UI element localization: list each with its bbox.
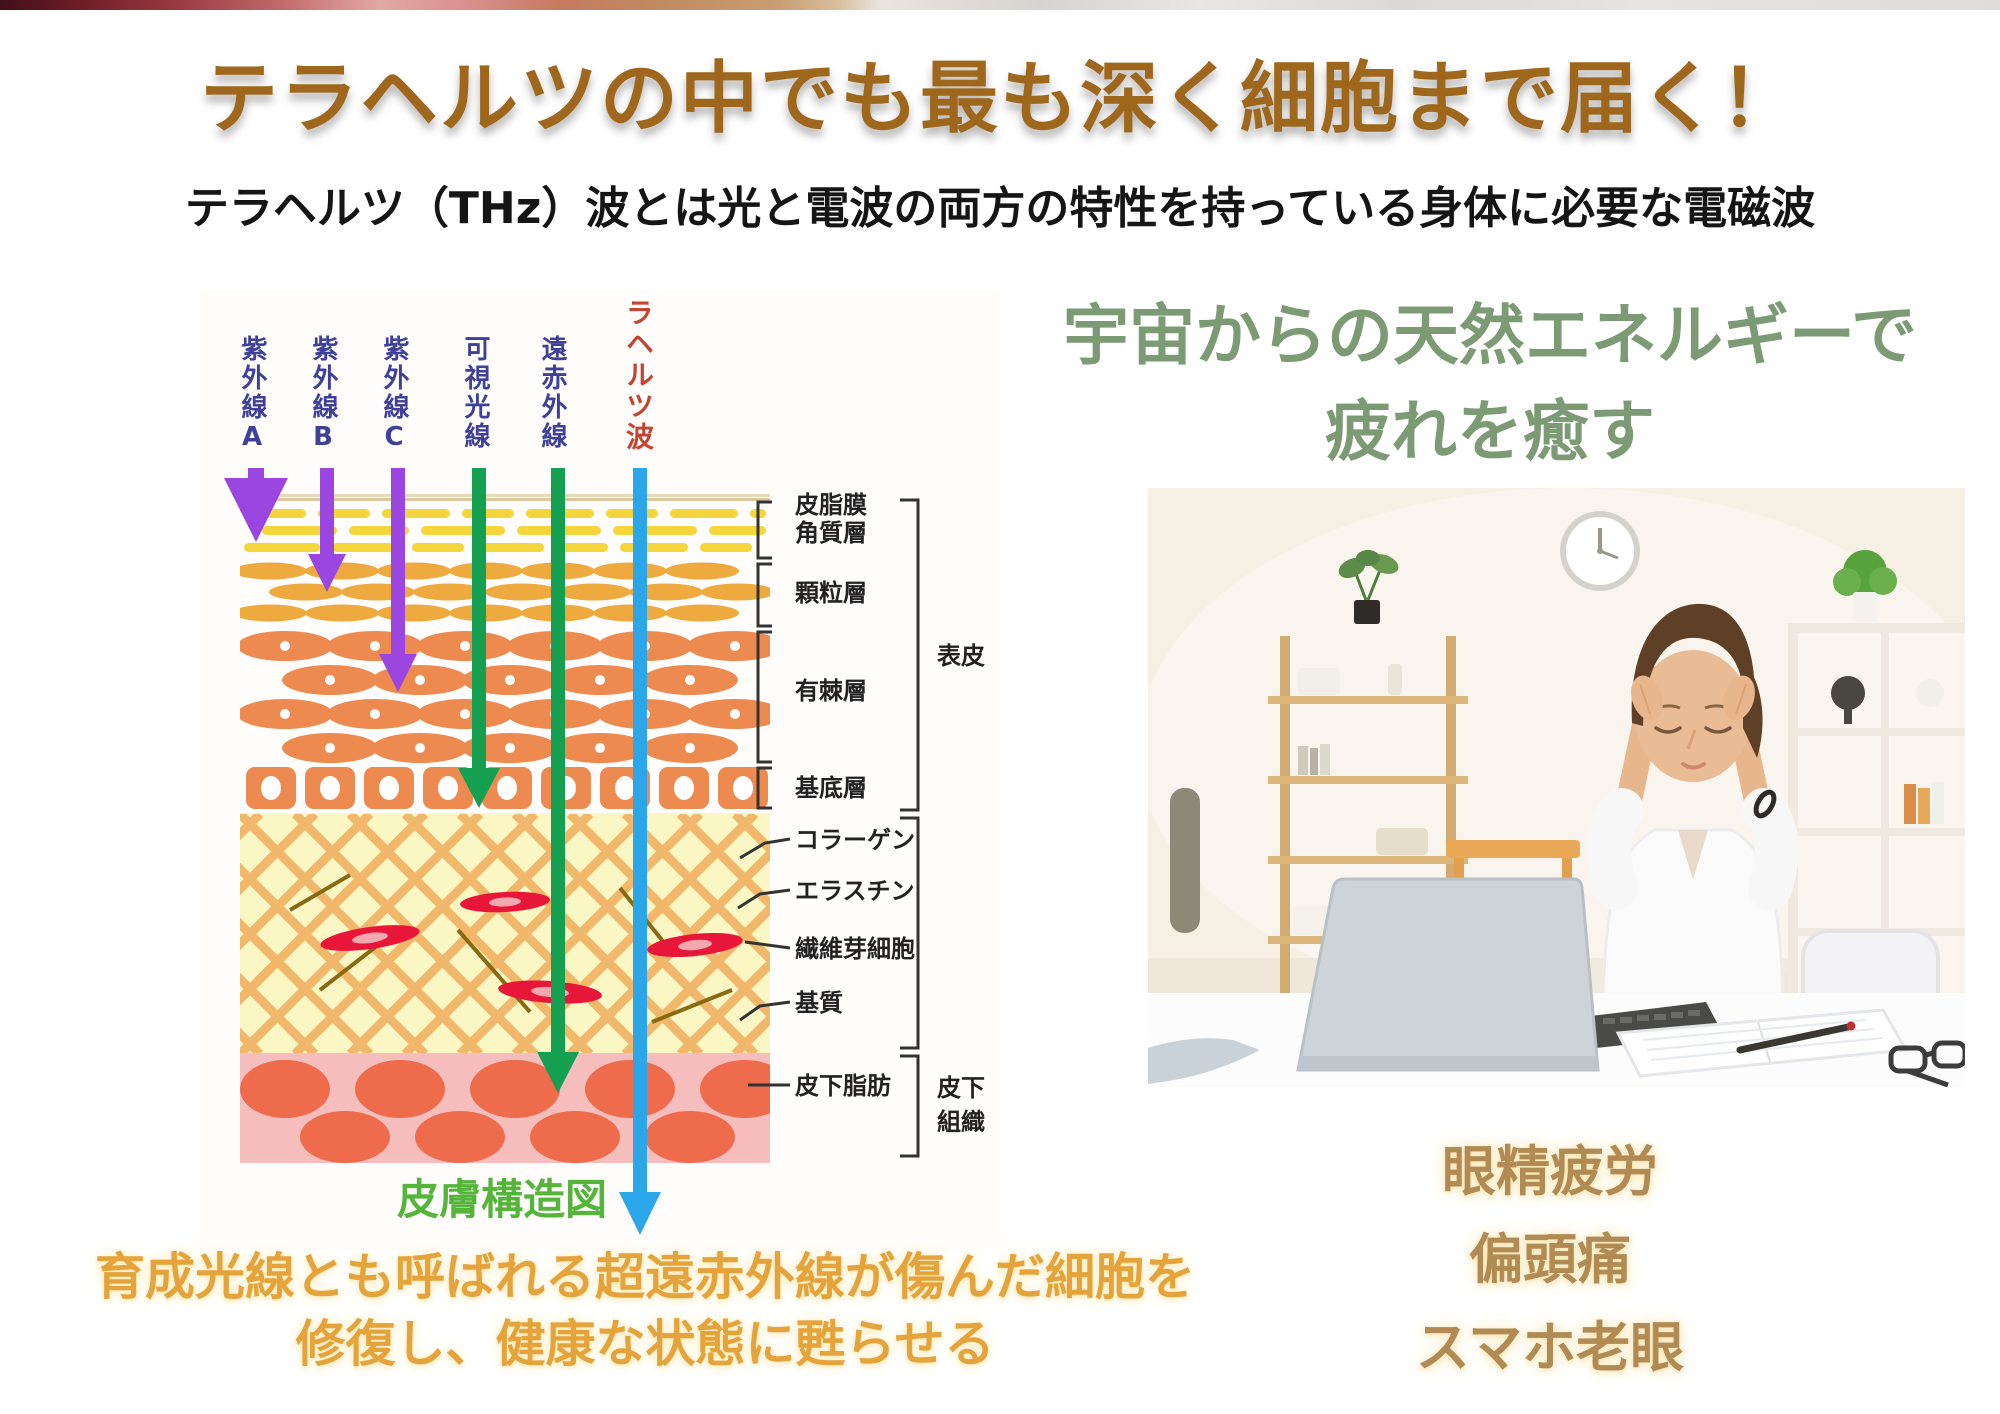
- hair: [1631, 603, 1756, 726]
- benefit-text: 育成光線とも呼ばれる超遠赤外線が傷んだ細胞を 修復し、健康な状態に甦らせる: [40, 1244, 1250, 1378]
- label-matrix: 基質: [795, 989, 843, 1017]
- symptom-list: 眼精疲労 偏頭痛 スマホ老眼: [1150, 1128, 1950, 1392]
- layer-label-basal: 基底層: [795, 774, 867, 802]
- closed-eye-left: [1654, 726, 1682, 734]
- symptom-migraine: 偏頭痛: [1469, 1228, 1631, 1291]
- ray-arrows: [224, 468, 661, 1235]
- glasses: [1888, 1040, 1965, 1087]
- label-fibroblast: 繊維芽細胞: [795, 935, 915, 963]
- ray-label-visible-light: 可視光線: [460, 335, 490, 451]
- fibroblast-cells: [320, 891, 743, 1004]
- closed-eye-right: [1704, 726, 1732, 734]
- wrist-bracelet: [1753, 789, 1777, 819]
- subcutis-bracket: [900, 1054, 920, 1158]
- granular-layer: [240, 562, 770, 622]
- symptom-eye-strain: 眼精疲労: [1442, 1140, 1658, 1203]
- bracket-label-epidermis: 表皮: [937, 642, 985, 670]
- laptop: [1296, 877, 1723, 1072]
- fat-cells: [240, 1060, 770, 1163]
- shirt: [1601, 828, 1785, 1000]
- label-subcutaneous-fat: 皮下脂肪: [795, 1072, 891, 1100]
- laptop-screen-back: [1296, 877, 1600, 1072]
- dermis-bracket: [900, 816, 920, 1050]
- ray-label-terahertz: ラヘルツ波: [622, 298, 655, 453]
- closed-notebook: [1148, 1038, 1260, 1084]
- top-edge-photo-sliver: [0, 0, 2000, 10]
- left-plant: [1338, 550, 1399, 624]
- label-connectors: [737, 837, 791, 1087]
- layer-label-sebum-film: 皮脂膜: [795, 491, 867, 519]
- left-hand: [1631, 675, 1663, 721]
- spinous-layer: [240, 631, 770, 763]
- ray-label-uvc: 紫外線C: [379, 335, 409, 455]
- right-hand: [1723, 675, 1755, 721]
- healing-heading-line2: 疲れを癒す: [1325, 393, 1655, 470]
- skin-surface-line: [240, 494, 770, 497]
- ray-label-uva: 紫外線A: [237, 335, 267, 455]
- terahertz-arrow: [619, 468, 661, 1235]
- benefit-line2: 修復し、健康な状態に甦らせる: [295, 1315, 995, 1373]
- layer-label-corneum: 角質層: [795, 519, 867, 547]
- right-plant: [1833, 550, 1897, 622]
- woman: [1587, 603, 1799, 1000]
- bracket-label-subcutis: 皮下 組織: [937, 1074, 985, 1136]
- page-title: テラヘルツの中でも最も深く細胞まで届く！: [199, 54, 1800, 144]
- floor-speaker: [1170, 788, 1200, 933]
- uv-a-arrow: [224, 468, 288, 542]
- layer-label-spinous: 有棘層: [795, 677, 867, 705]
- tired-woman-photo: [1148, 488, 1965, 1087]
- basal-layer: [246, 767, 768, 809]
- layer-label-granular: 顆粒層: [795, 579, 867, 607]
- page-subtitle: テラヘルツ（THz）波とは光と電波の両方の特性を持っている身体に必要な電磁波: [184, 183, 1816, 234]
- label-collagen: コラーゲン: [795, 826, 915, 854]
- skin-layers: [240, 509, 770, 1163]
- label-elastin: エラスチン: [795, 877, 915, 905]
- far-infrared-arrow: [537, 468, 579, 1093]
- layer-brackets: [756, 498, 920, 1158]
- symptom-smartphone-presbyopia: スマホ老眼: [1415, 1316, 1685, 1379]
- skin-structure-diagram: 紫外線A 紫外線B 紫外線C 可視光線 遠赤外線 ラヘルツ波 皮脂膜 角質層 顆…: [200, 290, 1000, 1250]
- photo-illustration: [1148, 488, 1965, 1087]
- ray-label-uvb: 紫外線B: [308, 335, 338, 455]
- diagram-caption: 皮膚構造図: [396, 1175, 607, 1224]
- skin-diagram-graphics: [224, 468, 920, 1235]
- healing-heading-line1: 宇宙からの天然エネルギーで: [1062, 297, 1918, 374]
- visible-light-arrow: [458, 468, 500, 808]
- wall-clock: [1560, 511, 1640, 591]
- benefit-line1: 育成光線とも呼ばれる超遠赤外線が傷んだ細胞を: [95, 1248, 1195, 1306]
- pen: [1736, 1023, 1852, 1054]
- epidermis-bracket: [900, 498, 920, 812]
- face: [1635, 650, 1751, 782]
- healing-heading: 宇宙からの天然エネルギーで 疲れを癒す: [980, 288, 2000, 480]
- uv-b-arrow: [308, 468, 346, 592]
- ray-label-far-infrared: 遠赤外線: [537, 335, 567, 451]
- uv-c-arrow: [379, 468, 417, 692]
